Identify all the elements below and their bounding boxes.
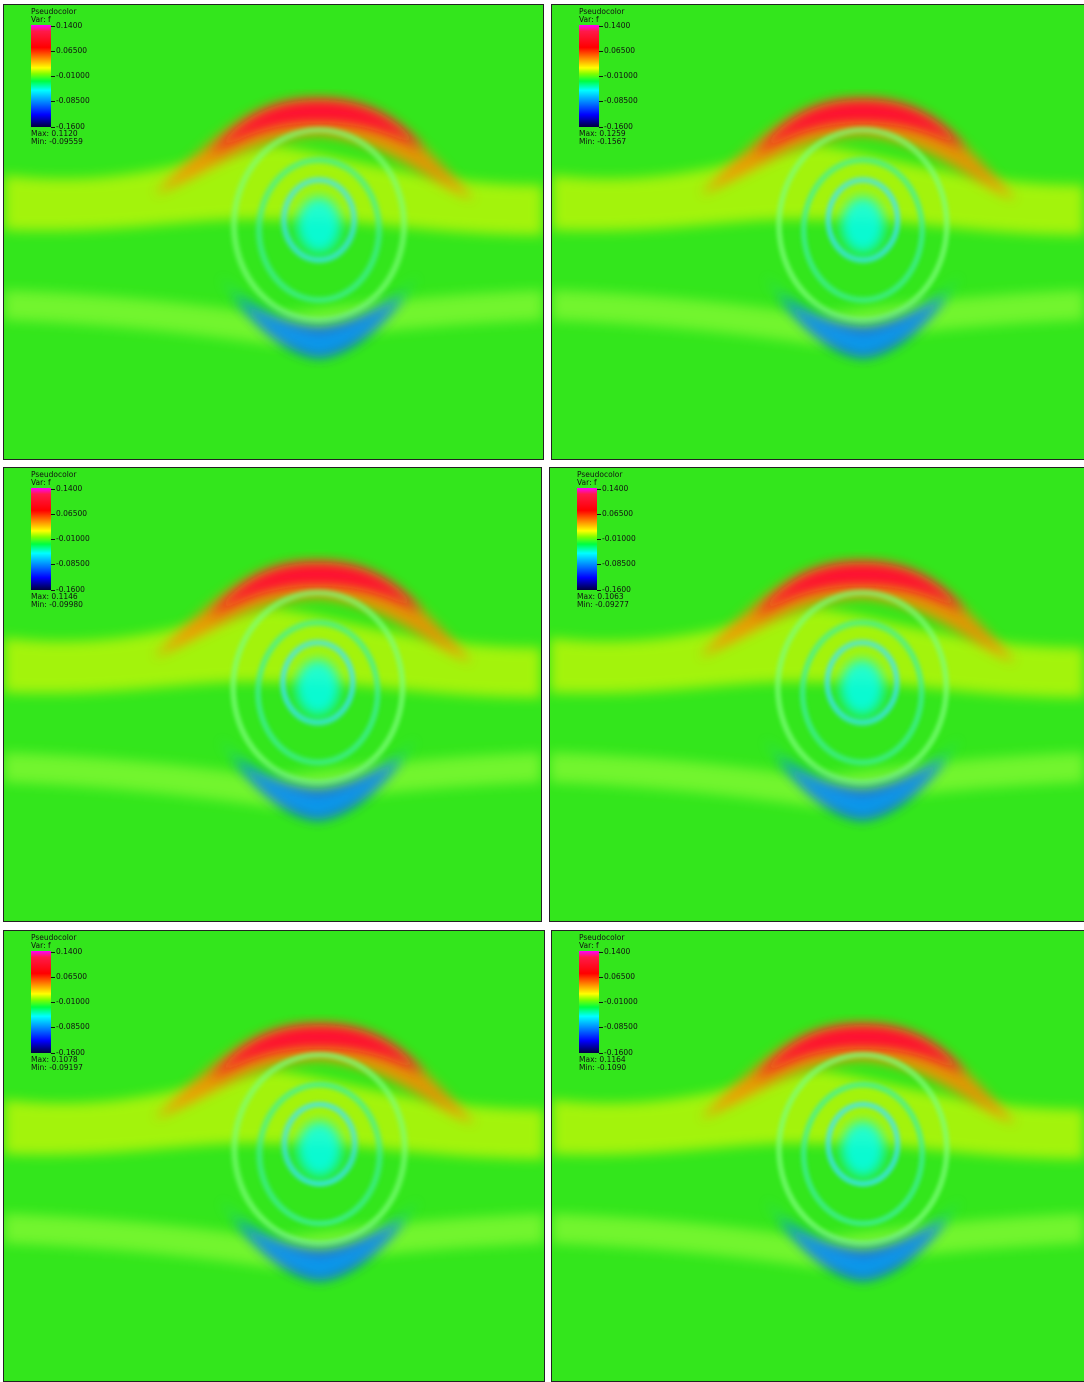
- field-panel-4: Pseudocolor Var: f 0.1400 0.06500 -0.010…: [549, 467, 1084, 922]
- field-panel-1: Pseudocolor Var: f 0.1400 0.06500 -0.010…: [3, 4, 544, 460]
- legend: Pseudocolor Var: f 0.1400 0.06500 -0.010…: [577, 471, 622, 487]
- tick-label: 0.1400: [51, 948, 82, 956]
- colorbar: [31, 25, 51, 127]
- min-value: Min: -0.09277: [577, 601, 629, 609]
- tick-label: 0.1400: [51, 485, 82, 493]
- tick-label: 0.06500: [599, 973, 635, 981]
- tick-label: -0.08500: [597, 560, 636, 568]
- tick-label: 0.06500: [599, 47, 635, 55]
- min-value: Min: -0.09197: [31, 1064, 83, 1072]
- colorbar: [577, 488, 597, 590]
- legend: Pseudocolor Var: f 0.1400 0.06500 -0.010…: [579, 8, 624, 24]
- tick-label: -0.01000: [597, 535, 636, 543]
- min-value: Min: -0.1567: [579, 138, 626, 146]
- field-panel-3: Pseudocolor Var: f 0.1400 0.06500 -0.010…: [3, 467, 542, 922]
- stats: Max: 0.1259 Min: -0.1567: [579, 130, 626, 145]
- tick-label: -0.01000: [51, 998, 90, 1006]
- tick-label: -0.08500: [51, 560, 90, 568]
- tick-label: 0.1400: [597, 485, 628, 493]
- tick-label: 0.06500: [597, 510, 633, 518]
- colorbar: [31, 488, 51, 590]
- min-value: Min: -0.09559: [31, 138, 83, 146]
- legend: Pseudocolor Var: f 0.1400 0.06500 -0.010…: [31, 8, 76, 24]
- tick-label: -0.08500: [51, 1023, 90, 1031]
- min-value: Min: -0.1090: [579, 1064, 626, 1072]
- tick-label: 0.06500: [51, 47, 87, 55]
- tick-label: 0.1400: [599, 948, 630, 956]
- field-panel-6: Pseudocolor Var: f 0.1400 0.06500 -0.010…: [551, 930, 1084, 1382]
- stats: Max: 0.1063 Min: -0.09277: [577, 593, 629, 608]
- legend: Pseudocolor Var: f 0.1400 0.06500 -0.010…: [31, 471, 76, 487]
- tick-label: 0.1400: [51, 22, 82, 30]
- field-panel-2: Pseudocolor Var: f 0.1400 0.06500 -0.010…: [551, 4, 1084, 460]
- tick-label: -0.08500: [599, 97, 638, 105]
- stats: Max: 0.1078 Min: -0.09197: [31, 1056, 83, 1071]
- tick-label: -0.01000: [51, 535, 90, 543]
- stats: Max: 0.1164 Min: -0.1090: [579, 1056, 626, 1071]
- legend: Pseudocolor Var: f 0.1400 0.06500 -0.010…: [579, 934, 624, 950]
- tick-label: -0.08500: [51, 97, 90, 105]
- stats: Max: 0.1146 Min: -0.09980: [31, 593, 83, 608]
- colorbar: [579, 25, 599, 127]
- tick-label: -0.01000: [599, 998, 638, 1006]
- tick-label: -0.01000: [51, 72, 90, 80]
- tick-label: 0.06500: [51, 510, 87, 518]
- legend: Pseudocolor Var: f 0.1400 0.06500 -0.010…: [31, 934, 76, 950]
- colorbar: [31, 951, 51, 1053]
- field-panel-5: Pseudocolor Var: f 0.1400 0.06500 -0.010…: [3, 930, 545, 1382]
- tick-label: 0.1400: [599, 22, 630, 30]
- tick-label: -0.08500: [599, 1023, 638, 1031]
- colorbar: [579, 951, 599, 1053]
- stats: Max: 0.1120 Min: -0.09559: [31, 130, 83, 145]
- min-value: Min: -0.09980: [31, 601, 83, 609]
- tick-label: 0.06500: [51, 973, 87, 981]
- tick-label: -0.01000: [599, 72, 638, 80]
